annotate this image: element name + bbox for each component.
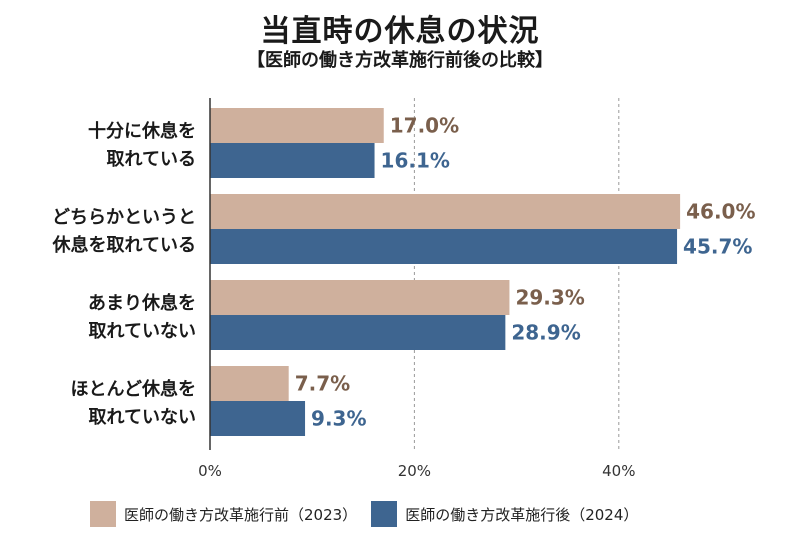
- value-label-after-0: 16.1%: [381, 149, 450, 173]
- category-label-2-0: あまり休息を: [88, 292, 196, 314]
- value-label-before-3: 7.7%: [295, 372, 350, 396]
- bar-before-2: [210, 280, 510, 315]
- value-label-before-2: 29.3%: [515, 286, 584, 310]
- legend-item-after: 医師の働き方改革施行後（2024）: [371, 501, 638, 527]
- category-label-0-0: 十分に休息を: [88, 120, 196, 142]
- tick-label-20: 20%: [398, 462, 431, 480]
- value-label-after-3: 9.3%: [311, 407, 366, 431]
- bar-after-0: [210, 143, 375, 178]
- value-label-before-0: 17.0%: [390, 114, 459, 138]
- value-label-after-1: 45.7%: [683, 235, 752, 259]
- legend-swatch-before: [90, 501, 116, 527]
- value-label-before-1: 46.0%: [686, 200, 755, 224]
- category-label-0-1: 取れている: [107, 149, 196, 170]
- legend-label-before: 医師の働き方改革施行前（2023）: [124, 505, 358, 524]
- category-label-2-1: 取れていない: [89, 321, 196, 342]
- tick-label-0: 0%: [198, 462, 222, 480]
- bar-after-3: [210, 401, 306, 436]
- value-label-after-2: 28.9%: [511, 321, 580, 345]
- tick-label-40: 40%: [602, 462, 635, 480]
- bar-before-1: [210, 194, 681, 229]
- bar-before-3: [210, 366, 289, 401]
- bar-after-1: [210, 229, 678, 264]
- category-label-1-0: どちらかというと: [52, 207, 196, 228]
- category-label-1-1: 休息を取れている: [52, 234, 196, 256]
- legend-item-before: 医師の働き方改革施行前（2023）: [90, 501, 357, 527]
- chart-subtitle: 【医師の働き方改革施行前後の比較】: [247, 50, 553, 71]
- category-label-3-0: ほとんど休息を: [71, 378, 196, 400]
- legend-label-after: 医師の働き方改革施行後（2024）: [405, 505, 639, 524]
- legend: 医師の働き方改革施行前（2023） 医師の働き方改革施行後（2024）: [90, 500, 652, 528]
- legend-swatch-after: [371, 501, 398, 527]
- bar-after-2: [210, 315, 506, 350]
- bar-before-0: [210, 108, 384, 143]
- category-label-3-1: 取れていない: [89, 407, 196, 428]
- chart-title: 当直時の休息の状況: [260, 14, 540, 49]
